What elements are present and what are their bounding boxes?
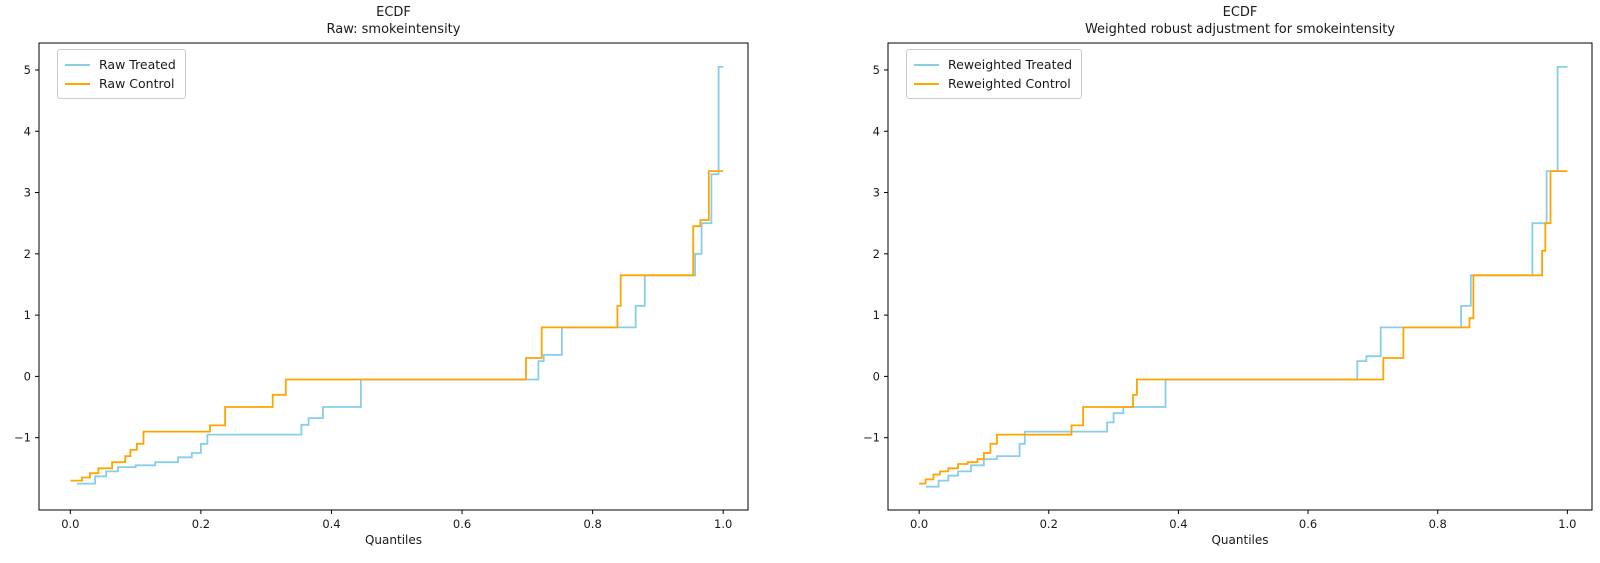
reweighted-control-line-swatch <box>914 82 939 85</box>
y-tick-label: 1 <box>873 308 880 322</box>
series-line-reweighted-control <box>919 170 1568 485</box>
y-tick-label: −1 <box>14 431 31 445</box>
x-tick-label: 0.8 <box>1429 517 1447 531</box>
x-tick-label: 0.6 <box>1299 517 1317 531</box>
y-tick-label: −1 <box>863 431 880 445</box>
y-tick-label: 0 <box>24 369 31 383</box>
legend-item-reweighted-control: Reweighted Control <box>914 74 1072 93</box>
legend-label: Raw Treated <box>99 57 176 72</box>
x-tick-label: 1.0 <box>1558 517 1576 531</box>
left-title-line1: ECDF <box>376 5 411 20</box>
x-tick-label: 0.2 <box>192 517 210 531</box>
legend-item-reweighted-treated: Reweighted Treated <box>914 55 1072 74</box>
right-plot-title: ECDF Weighted robust adjustment for smok… <box>888 5 1592 38</box>
legend-item-raw-control: Raw Control <box>65 74 176 93</box>
y-tick-label: 1 <box>24 308 31 322</box>
y-tick-label: 0 <box>873 369 880 383</box>
x-tick-label: 0.2 <box>1040 517 1058 531</box>
series-line-reweighted-treated <box>925 66 1568 488</box>
right-title-line2: Weighted robust adjustment for smokeinte… <box>1084 21 1396 37</box>
legend-item-raw-treated: Raw Treated <box>65 55 176 74</box>
right-xaxis-label: Quantiles <box>1211 533 1269 547</box>
raw-control-line-swatch <box>65 82 90 85</box>
series-line-raw-control <box>70 170 724 482</box>
left-plot-title: ECDF Raw: smokeintensity <box>39 5 748 38</box>
right-title-line1: ECDF <box>1222 5 1258 20</box>
legend-label: Raw Control <box>99 76 175 91</box>
left-title-line2: Raw: smokeintensity <box>326 21 461 37</box>
legend-label: Reweighted Control <box>948 76 1071 91</box>
right-legend: Reweighted Treated Reweighted Control <box>906 49 1083 99</box>
y-tick-label: 5 <box>24 63 31 77</box>
y-tick-label: 3 <box>24 186 31 200</box>
x-tick-label: 0.8 <box>583 517 601 531</box>
y-tick-label: 3 <box>873 186 880 200</box>
x-tick-label: 0.0 <box>910 517 928 531</box>
x-tick-label: 0.4 <box>322 517 340 531</box>
reweighted-treated-line-swatch <box>914 63 939 66</box>
left-legend: Raw Treated Raw Control <box>57 49 186 99</box>
raw-treated-line-swatch <box>65 63 90 66</box>
axes-frame <box>38 42 749 511</box>
axes-frame <box>887 42 1593 511</box>
x-tick-label: 0.4 <box>1169 517 1187 531</box>
legend-label: Reweighted Treated <box>948 57 1073 72</box>
y-tick-label: 2 <box>873 247 880 261</box>
x-tick-label: 0.6 <box>453 517 471 531</box>
y-tick-label: 4 <box>24 124 31 138</box>
x-tick-label: 0.0 <box>61 517 79 531</box>
left-xaxis-label: Quantiles <box>364 533 423 547</box>
y-tick-label: 2 <box>24 247 31 261</box>
y-tick-label: 4 <box>873 124 880 138</box>
y-tick-label: 5 <box>873 63 880 77</box>
x-tick-label: 1.0 <box>714 517 732 531</box>
series-line-raw-treated <box>76 66 724 485</box>
